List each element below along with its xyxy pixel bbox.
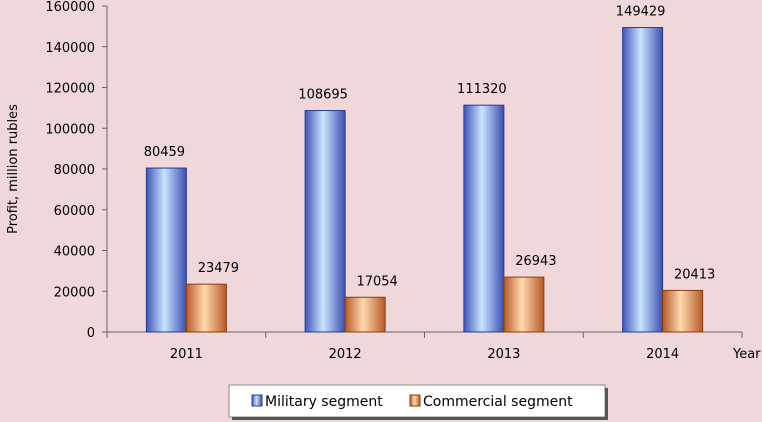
x-tick-label: 2011 (170, 347, 203, 362)
x-axis-title: Year (732, 347, 761, 362)
data-label-commercial-2014: 20413 (674, 267, 715, 282)
legend-swatch-commercial (409, 394, 421, 407)
data-label-commercial-2012: 17054 (356, 274, 397, 289)
x-ticks: 2011 2012 2013 2014 (106, 332, 743, 362)
y-tick-label: 160000 (45, 0, 95, 15)
data-label-military-2014: 149429 (616, 5, 666, 20)
legend-shadow (605, 388, 608, 420)
data-label-commercial-2013: 26943 (515, 254, 556, 269)
x-tick-label: 2013 (487, 347, 520, 362)
bar-military-2013 (463, 104, 505, 333)
y-tick-label: 60000 (54, 204, 95, 219)
bar-commercial-2012 (344, 296, 386, 333)
data-label-military-2013: 111320 (457, 82, 507, 97)
y-axis-title: Profit, million rubles (6, 104, 21, 234)
y-tick-label: 80000 (54, 163, 95, 178)
x-tick-label: 2012 (329, 347, 362, 362)
x-tick-label: 2014 (646, 347, 679, 362)
bar-military-2014 (622, 27, 664, 333)
bar-military-2012 (304, 110, 346, 333)
data-label-commercial-2011: 23479 (198, 261, 239, 276)
y-tick-label: 120000 (45, 82, 95, 97)
bars (145, 27, 704, 333)
legend: Military segment Commercial segment (228, 384, 608, 420)
y-tick-label: 100000 (45, 122, 95, 137)
legend-swatch-military (251, 394, 263, 407)
legend-label-commercial: Commercial segment (423, 394, 573, 410)
bar-commercial-2014 (662, 289, 704, 333)
bar-commercial-2011 (185, 283, 227, 333)
bar-commercial-2013 (503, 276, 545, 333)
y-tick-label: 0 (87, 326, 95, 341)
legend-shadow-bottom (232, 417, 608, 420)
y-tick-label: 20000 (54, 285, 95, 300)
y-tick-label: 140000 (45, 41, 95, 56)
bar-military-2011 (145, 167, 187, 333)
y-ticks: 0 20000 40000 60000 80000 100000 120000 140000 1… (45, 0, 107, 341)
legend-label-military: Military segment (265, 394, 383, 410)
y-tick-label: 40000 (54, 245, 95, 260)
data-label-military-2012: 108695 (298, 88, 348, 103)
data-label-military-2011: 80459 (144, 145, 185, 160)
data-labels: 80459 23479 108695 17054 111320 26943 149429 20… (144, 5, 716, 290)
